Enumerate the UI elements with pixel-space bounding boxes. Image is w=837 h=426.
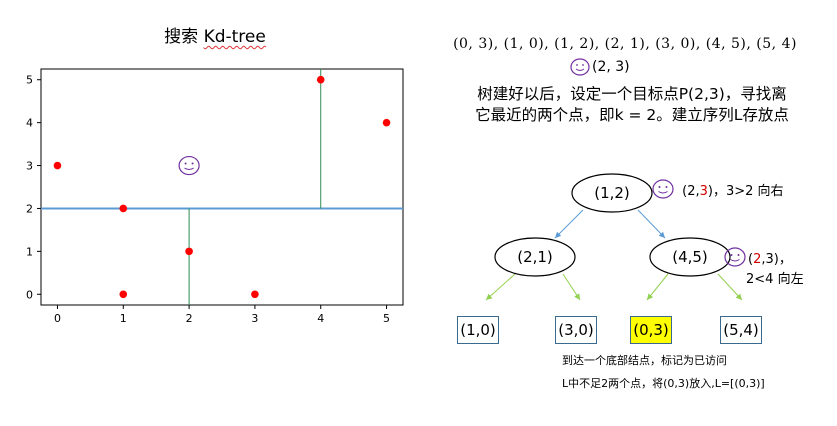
smiley-icon [652, 179, 674, 199]
leaf-node-1: (1,0) [457, 316, 499, 344]
right-ann-close: )， [773, 251, 792, 267]
split-lines [41, 69, 403, 305]
data-point [119, 290, 128, 299]
target-smiley-eye [191, 162, 194, 165]
tree-node-right: (4,5) [649, 237, 731, 277]
x-tick-label: 0 [54, 312, 61, 325]
right-ann-red: 2 [753, 251, 762, 267]
y-tick-label: 5 [26, 74, 33, 87]
note-list-update: L中不足2两个点，将(0,3)放入,L=[(0,3)] [562, 377, 765, 390]
points-list: (0, 3), (1, 0), (1, 2), (2, 1), (3, 0), … [453, 36, 797, 52]
edge-right-leaf4 [717, 273, 743, 301]
x-tick-label: 1 [120, 312, 127, 325]
data-points [53, 75, 391, 299]
right-ann-mid: ,3 [761, 251, 774, 267]
tree-node-root: (1,2) [571, 173, 653, 213]
axis-ticks: 0 1 2 3 4 5 0 1 2 3 4 5 [26, 74, 390, 325]
left-label: (2,1) [517, 248, 553, 266]
target-smiley-mouth [184, 167, 194, 171]
title-prefix: 搜索 [164, 27, 199, 47]
edge-right-leaf3 [646, 273, 669, 301]
target-point-label: (2, 3) [592, 59, 630, 75]
root-ann-open: (2, [682, 183, 700, 199]
y-tick-label: 3 [26, 160, 33, 173]
tree-node-left: (2,1) [494, 237, 576, 277]
data-point [382, 118, 391, 127]
leaf-node-4: (5,4) [720, 316, 762, 344]
edge-root-left [554, 209, 584, 239]
target-marker [178, 155, 200, 176]
target-row: (2, 3) [570, 58, 630, 76]
y-tick-label: 4 [26, 117, 33, 130]
x-tick-label: 5 [383, 312, 390, 325]
right-annotation: (2,3)， [724, 247, 792, 267]
x-tick-label: 4 [317, 312, 324, 325]
plot-frame [40, 68, 404, 306]
y-tick-label: 0 [26, 288, 33, 301]
title-kdtree: Kd-tree [203, 27, 266, 47]
kd-scatter-chart: 0 1 2 3 4 5 0 1 2 3 4 5 [26, 68, 404, 325]
data-point [119, 204, 128, 213]
edge-root-right [637, 209, 666, 239]
description-line-2: 它最近的两个点，即k = 2。建立序列L存放点 [475, 106, 789, 124]
root-ann-compare: 3>2 向右 [725, 183, 784, 199]
leaf-node-2: (3,0) [555, 316, 597, 344]
smiley-icon [724, 247, 746, 267]
target-smiley-eye [184, 162, 187, 165]
data-point [185, 247, 193, 256]
x-tick-label: 3 [251, 312, 258, 325]
data-point [316, 75, 325, 84]
root-label: (1,2) [594, 184, 630, 202]
description-line-1: 树建好以后，设定一个目标点P(2,3)，寻找离 [477, 85, 787, 103]
data-point [53, 161, 62, 170]
smiley-icon [570, 58, 590, 76]
leaf-node-3-highlighted: (0,3) [630, 316, 672, 344]
note-reached-leaf: 到达一个底部结点，标记为已访问 [562, 354, 727, 367]
plot-title: 搜索 Kd-tree [0, 22, 430, 47]
data-point [251, 290, 259, 299]
right-label: (4,5) [672, 248, 708, 266]
description: 树建好以后，设定一个目标点P(2,3)，寻找离 它最近的两个点，即k = 2。建… [452, 84, 812, 126]
edge-left-leaf1 [485, 273, 516, 301]
target-smiley-face [178, 155, 200, 176]
root-annotation: (2,3)，3>2 向右 [652, 179, 784, 199]
right-ann-open: ( [748, 251, 754, 267]
right-ann-compare: 2<4 向左 [746, 272, 804, 287]
y-tick-label: 2 [26, 202, 33, 215]
root-ann-red: 3 [699, 183, 708, 199]
root-ann-close: )， [707, 183, 726, 199]
edge-left-leaf2 [562, 273, 581, 301]
x-tick-label: 2 [186, 312, 193, 325]
tree-edges [485, 209, 743, 301]
y-tick-label: 1 [26, 245, 33, 258]
